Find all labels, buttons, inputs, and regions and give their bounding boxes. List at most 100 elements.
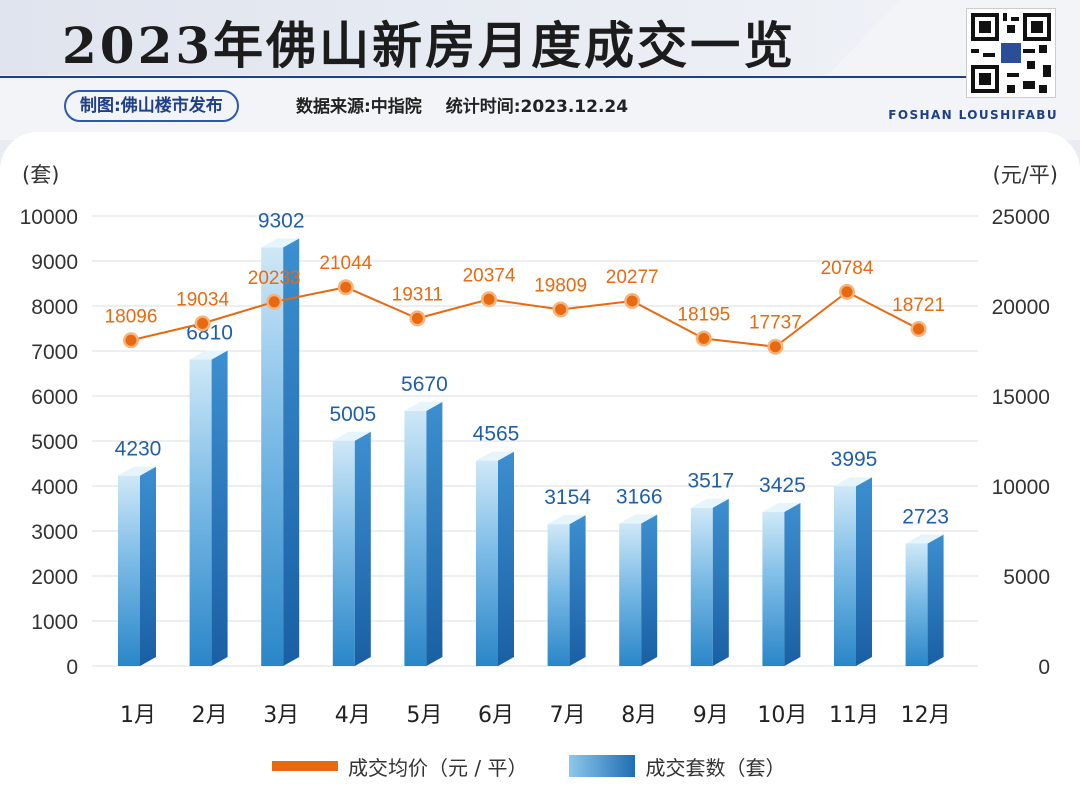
y-tick-label: 6000 — [31, 386, 78, 409]
bar-value-label: 3995 — [831, 448, 878, 471]
bar-side — [211, 350, 228, 666]
legend-bar-label: 成交套数（套） — [645, 755, 786, 780]
x-tick-label: 10月 — [757, 703, 807, 728]
grid-lines — [92, 215, 978, 667]
bar-value-label: 2723 — [902, 505, 949, 528]
bar-side — [569, 515, 586, 666]
bar — [404, 410, 427, 666]
y-axis-label: (套) — [22, 163, 59, 187]
line-point — [483, 293, 495, 305]
chart-card — [0, 132, 1080, 809]
y-right-axis-label: (元/平) — [993, 163, 1058, 187]
line-point — [626, 295, 638, 307]
x-tick-label: 9月 — [693, 703, 729, 728]
bar — [332, 440, 355, 666]
bar-top — [189, 350, 228, 360]
y-right-tick-label: 20000 — [992, 296, 1050, 319]
line-value-label: 20374 — [463, 265, 516, 286]
divider — [0, 76, 980, 78]
bar-side — [641, 514, 658, 666]
bar-top — [690, 498, 729, 508]
publisher-badge: 制图:佛山楼市发布 — [64, 90, 239, 122]
line-point — [913, 323, 925, 335]
y-right-tick-label: 0 — [1038, 656, 1050, 679]
y-tick-label: 10000 — [20, 206, 78, 229]
x-tick-label: 7月 — [550, 703, 586, 728]
line-point — [340, 281, 352, 293]
y-tick-label: 0 — [66, 656, 78, 679]
y-tick-label: 2000 — [31, 566, 78, 589]
line-value-label: 17737 — [749, 313, 802, 334]
bar-value-label: 5670 — [401, 373, 448, 396]
x-tick-label: 3月 — [263, 703, 299, 728]
line-value-label: 19311 — [392, 284, 443, 305]
bar — [476, 460, 498, 666]
bar-side — [712, 498, 729, 666]
bar-top — [905, 534, 944, 544]
x-tick-label: 5月 — [406, 703, 442, 728]
bar-side — [283, 238, 300, 666]
x-tick-label: 8月 — [621, 703, 657, 728]
bar-side — [140, 466, 156, 666]
x-tick-label: 12月 — [901, 703, 951, 728]
qr-code-icon[interactable] — [966, 8, 1056, 98]
bar — [118, 475, 140, 666]
bar — [189, 359, 212, 666]
y-tick-label: 1000 — [31, 611, 78, 634]
x-tick-label: 11月 — [829, 703, 879, 728]
line-path — [130, 286, 920, 348]
y-right-tick-label: 10000 — [992, 476, 1050, 499]
brand-name: FOSHAN LOUSHIFABU — [888, 108, 1058, 122]
line-value-label: 20277 — [606, 267, 659, 288]
bar-top — [261, 238, 300, 248]
legend-bar-swatch — [569, 755, 636, 777]
line-point — [411, 312, 423, 324]
line-value-label: 18096 — [105, 306, 158, 327]
page-title: 2023年佛山新房月度成交一览 — [62, 16, 797, 75]
y-right-tick-label: 25000 — [992, 206, 1050, 229]
bar — [905, 543, 928, 666]
bar-top — [547, 515, 586, 525]
bar — [762, 511, 785, 666]
bar-value-label: 4565 — [473, 423, 520, 446]
bar — [261, 247, 284, 666]
bar-value-label: 9302 — [258, 209, 305, 232]
bar — [834, 486, 856, 666]
y-right-tick-label: 5000 — [1003, 566, 1050, 589]
bar-top — [619, 514, 658, 524]
title-bar — [0, 0, 900, 75]
line-series: 18096 19034 20233 21044 19311 20374 19809 20277… — [105, 253, 945, 355]
y-tick-label: 8000 — [31, 296, 78, 319]
x-tick-label: 1月 — [120, 703, 156, 728]
y-right-tick-label: 15000 — [992, 386, 1050, 409]
bar-value-label: 3517 — [687, 470, 734, 493]
bar-side — [927, 534, 944, 666]
bar-side — [354, 431, 371, 666]
meta-info: 数据来源:中指院 统计时间:2023.12.24 — [296, 92, 646, 117]
x-tick-label: 2月 — [192, 703, 228, 728]
line-point — [698, 332, 710, 344]
bar-value-label: 4230 — [115, 438, 162, 461]
bar-value-label: 3154 — [544, 486, 591, 509]
legend: 成交均价（元 / 平） 成交套数（套） — [272, 752, 785, 780]
line-point — [197, 317, 209, 329]
line-point — [841, 286, 853, 298]
legend-line-label: 成交均价（元 / 平） — [348, 755, 528, 780]
line-point — [268, 296, 280, 308]
bar-value-label: 3425 — [759, 474, 806, 497]
line-point — [555, 303, 567, 315]
bar-value-label: 5005 — [329, 403, 376, 426]
line-value-label: 20784 — [821, 258, 874, 279]
bar-top — [476, 451, 514, 461]
bar — [619, 523, 642, 666]
line-point — [125, 334, 137, 346]
bar-side — [426, 401, 443, 666]
bar-top — [762, 502, 801, 512]
axes: 0 1000 2000 3000 4000 5000 6000 7000 8000 9000 100… — [20, 163, 1058, 728]
stat-time: 统计时间:2023.12.24 — [445, 97, 629, 117]
bar-top — [834, 477, 872, 487]
x-tick-label: 6月 — [478, 703, 514, 728]
legend-line-swatch — [272, 761, 338, 771]
line-value-label: 19809 — [534, 275, 587, 296]
y-tick-label: 3000 — [31, 521, 78, 544]
